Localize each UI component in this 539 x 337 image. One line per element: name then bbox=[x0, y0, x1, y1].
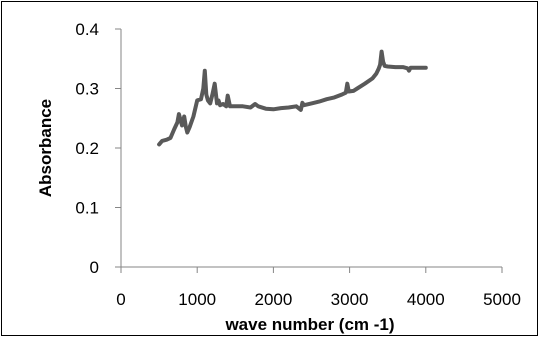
data-series bbox=[157, 49, 428, 147]
x-axis-title: wave number (cm -1) bbox=[224, 315, 394, 334]
x-tick-label: 1000 bbox=[178, 290, 216, 309]
x-tick-label: 2000 bbox=[254, 290, 292, 309]
series-line bbox=[157, 49, 428, 147]
x-tick-label: 5000 bbox=[483, 290, 521, 309]
y-tick-label: 0.2 bbox=[75, 139, 99, 158]
y-tick-label: 0.1 bbox=[75, 199, 99, 218]
y-tick-label: 0 bbox=[90, 258, 99, 277]
x-tick-label: 4000 bbox=[407, 290, 445, 309]
y-tick-label: 0.3 bbox=[75, 80, 99, 99]
axes bbox=[115, 28, 503, 273]
y-tick-label: 0.4 bbox=[75, 20, 99, 39]
tick-labels: 0 0.1 0.2 0.3 0.4 0 1000 2000 3000 4000 5000 bbox=[75, 20, 521, 309]
y-axis-title: Absorbance bbox=[36, 99, 55, 197]
x-tick-label: 3000 bbox=[331, 290, 369, 309]
x-tick-label: 0 bbox=[116, 290, 125, 309]
